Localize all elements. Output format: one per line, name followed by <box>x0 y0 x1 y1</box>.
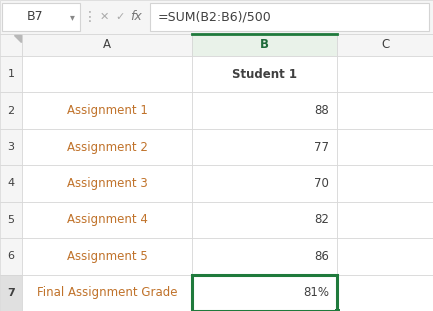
Text: 82: 82 <box>314 213 329 226</box>
Bar <box>337 34 433 56</box>
Text: ▾: ▾ <box>70 12 74 22</box>
Bar <box>22 129 192 165</box>
Text: Assignment 4: Assignment 4 <box>67 213 148 226</box>
Text: 77: 77 <box>314 141 329 154</box>
Text: Student 1: Student 1 <box>232 68 297 81</box>
Bar <box>22 202 192 238</box>
Text: ✕: ✕ <box>99 12 109 22</box>
Text: B7: B7 <box>27 11 43 24</box>
Bar <box>192 238 337 275</box>
Text: 81%: 81% <box>303 286 329 299</box>
Text: 6: 6 <box>7 251 14 261</box>
Bar <box>337 92 433 129</box>
Text: 3: 3 <box>7 142 14 152</box>
Text: 1: 1 <box>7 69 14 79</box>
Bar <box>22 92 192 129</box>
Bar <box>2 3 80 31</box>
Text: A: A <box>103 39 111 52</box>
Bar <box>192 275 337 311</box>
Bar <box>192 92 337 129</box>
Bar <box>337 165 433 202</box>
Text: =SUM(B2:B6)/500: =SUM(B2:B6)/500 <box>158 11 272 24</box>
Text: B: B <box>260 39 269 52</box>
Text: 70: 70 <box>314 177 329 190</box>
Bar <box>150 3 429 31</box>
Text: ✓: ✓ <box>115 12 125 22</box>
Bar <box>0 56 22 92</box>
Bar <box>192 275 337 311</box>
Bar <box>192 34 337 56</box>
Bar <box>0 275 22 311</box>
Bar <box>337 275 433 311</box>
Bar <box>192 202 337 238</box>
Bar <box>192 129 337 165</box>
Bar <box>0 129 22 165</box>
Bar <box>22 275 192 311</box>
Text: Assignment 1: Assignment 1 <box>67 104 148 117</box>
Text: 2: 2 <box>7 106 15 116</box>
Bar <box>192 165 337 202</box>
Bar <box>22 34 192 56</box>
Bar <box>22 238 192 275</box>
Text: 86: 86 <box>314 250 329 263</box>
Bar <box>0 202 22 238</box>
Bar <box>0 92 22 129</box>
Bar <box>0 34 22 56</box>
Bar <box>22 56 192 92</box>
Text: Assignment 3: Assignment 3 <box>67 177 147 190</box>
Bar <box>337 238 433 275</box>
Bar <box>337 56 433 92</box>
Text: 5: 5 <box>7 215 14 225</box>
Bar <box>335 309 339 311</box>
Text: 4: 4 <box>7 179 15 188</box>
Text: fx: fx <box>130 11 142 24</box>
Text: Assignment 5: Assignment 5 <box>67 250 147 263</box>
Text: 7: 7 <box>7 288 15 298</box>
Text: 88: 88 <box>314 104 329 117</box>
Text: Final Assignment Grade: Final Assignment Grade <box>37 286 177 299</box>
Bar <box>337 129 433 165</box>
Bar <box>0 0 433 34</box>
Text: ⋮: ⋮ <box>83 10 97 24</box>
Bar <box>22 165 192 202</box>
Text: C: C <box>381 39 389 52</box>
Text: Assignment 2: Assignment 2 <box>67 141 148 154</box>
Polygon shape <box>14 35 21 42</box>
Bar <box>0 238 22 275</box>
Bar <box>0 165 22 202</box>
Bar <box>337 202 433 238</box>
Bar <box>192 56 337 92</box>
